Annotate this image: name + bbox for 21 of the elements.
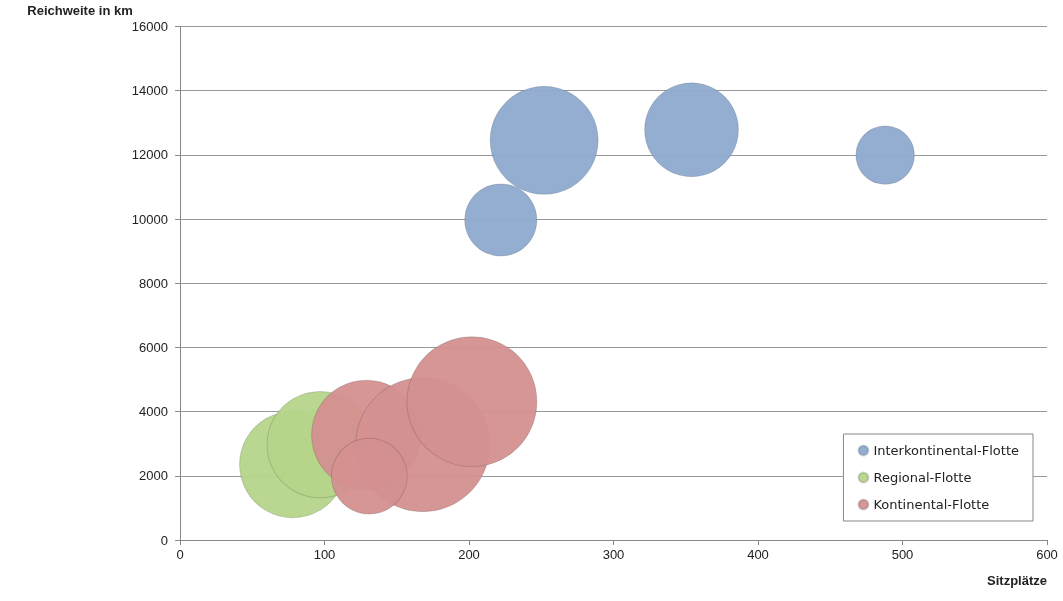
x-tick-label: 100 [313,547,336,562]
legend-label: Interkontinental-Flotte [873,443,1019,458]
y-tick-label: 16000 [131,18,168,34]
y-tick-label: 6000 [139,339,168,355]
y-tick-label: 4000 [139,404,168,420]
y-axis-title: Reichweite in km [27,2,133,18]
x-tick-label: 200 [458,547,480,562]
y-tick-label: 12000 [131,147,168,163]
x-tick-label: 300 [602,547,625,562]
y-tick-label: 2000 [139,468,168,484]
x-tick-label: 400 [747,547,769,562]
y-tick-label: 14000 [131,83,168,99]
legend-label: Kontinental-Flotte [873,497,990,512]
y-tick-label: 8000 [139,275,168,291]
legend-label: Regional-Flotte [873,470,972,485]
x-tick-label: 0 [176,547,184,562]
x-tick-label: 600 [1036,547,1058,562]
x-axis-title: Sitzplätze [987,573,1047,588]
x-tick-label: 500 [891,547,914,562]
y-tick-label: 10000 [131,211,168,227]
y-tick-label: 0 [160,532,168,548]
